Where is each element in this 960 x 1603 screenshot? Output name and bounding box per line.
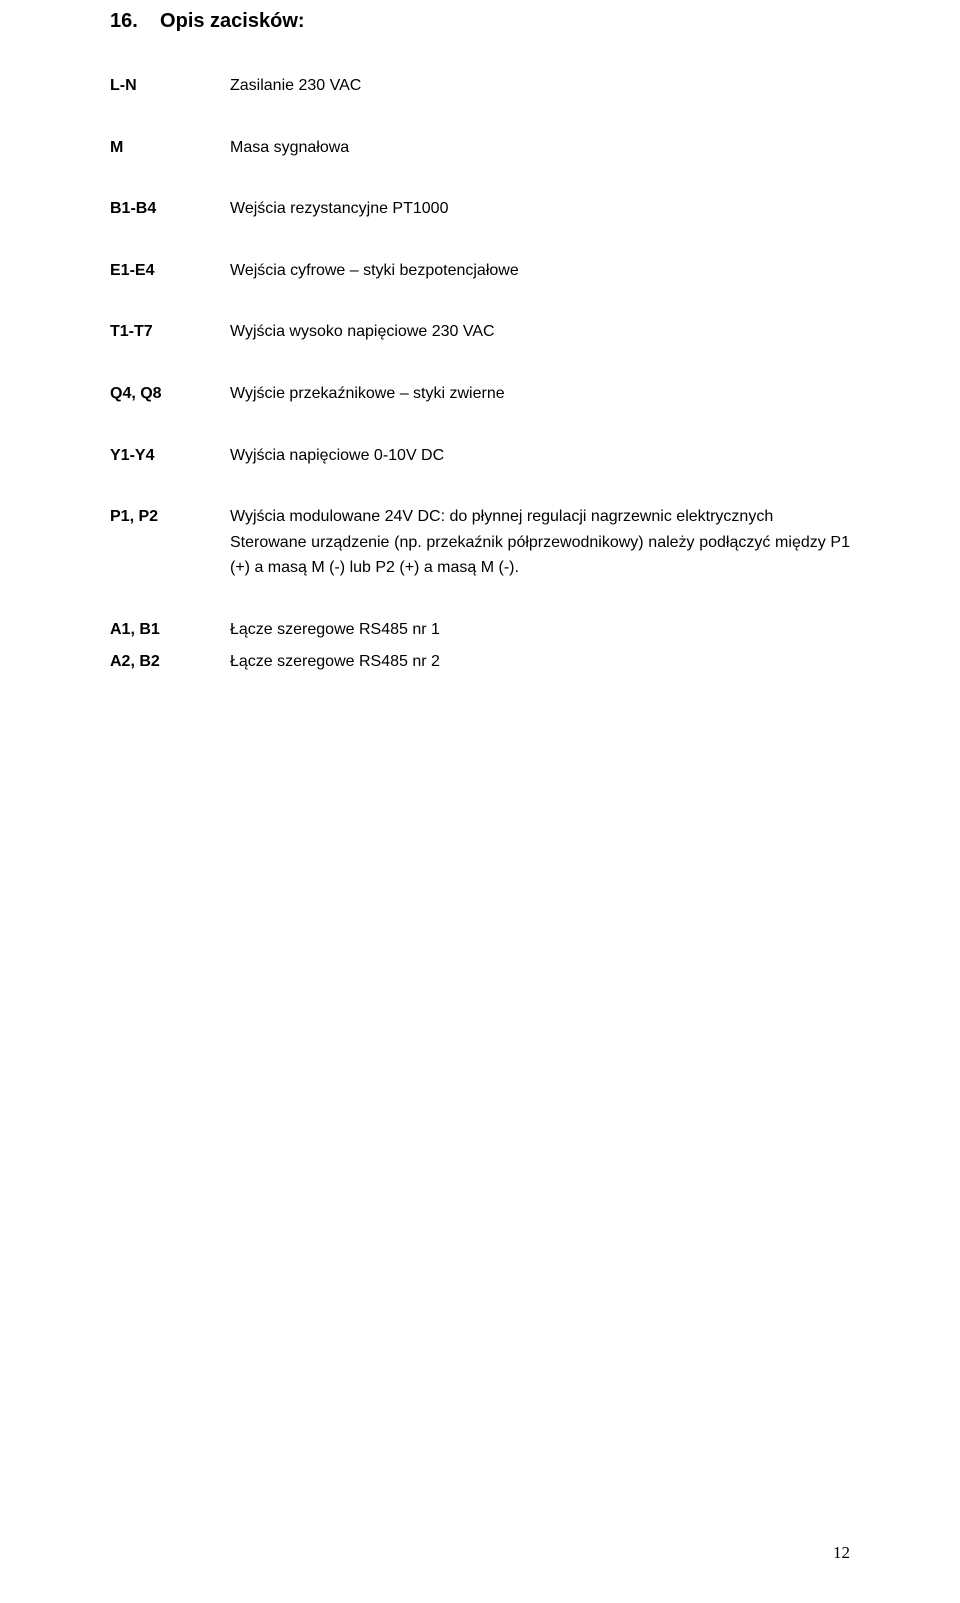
definition-row: L-N Zasilanie 230 VAC [110, 73, 850, 99]
description-line: Sterowane urządzenie (np. przekaźnik pół… [230, 530, 850, 581]
document-page: 16. Opis zacisków: L-N Zasilanie 230 VAC… [0, 10, 960, 1603]
definition-row: A1, B1 Łącze szeregowe RS485 nr 1 [110, 617, 850, 643]
description: Łącze szeregowe RS485 nr 2 [230, 649, 850, 675]
page-number: 12 [833, 1543, 850, 1563]
definition-row: B1-B4 Wejścia rezystancyjne PT1000 [110, 196, 850, 222]
definition-row: Q4, Q8 Wyjście przekaźnikowe – styki zwi… [110, 381, 850, 407]
description: Zasilanie 230 VAC [230, 73, 850, 99]
definition-row: M Masa sygnałowa [110, 135, 850, 161]
term: M [110, 135, 230, 161]
description-line: Wyjścia modulowane 24V DC: do płynnej re… [230, 504, 850, 530]
description: Wyjście przekaźnikowe – styki zwierne [230, 381, 850, 407]
definition-row: A2, B2 Łącze szeregowe RS485 nr 2 [110, 649, 850, 675]
term: P1, P2 [110, 504, 230, 530]
heading-number: 16. [110, 10, 138, 32]
term: A2, B2 [110, 649, 230, 675]
description: Wyjścia napięciowe 0-10V DC [230, 443, 850, 469]
description: Wyjścia modulowane 24V DC: do płynnej re… [230, 504, 850, 581]
description: Wejścia rezystancyjne PT1000 [230, 196, 850, 222]
term: Y1-Y4 [110, 443, 230, 469]
description: Masa sygnałowa [230, 135, 850, 161]
term: L-N [110, 73, 230, 99]
term: E1-E4 [110, 258, 230, 284]
description: Łącze szeregowe RS485 nr 1 [230, 617, 850, 643]
term: B1-B4 [110, 196, 230, 222]
description: Wyjścia wysoko napięciowe 230 VAC [230, 319, 850, 345]
definition-row: Y1-Y4 Wyjścia napięciowe 0-10V DC [110, 443, 850, 469]
section-heading: 16. Opis zacisków: [110, 10, 850, 33]
term: T1-T7 [110, 319, 230, 345]
heading-text: Opis zacisków: [160, 10, 305, 32]
definition-row: E1-E4 Wejścia cyfrowe – styki bezpotencj… [110, 258, 850, 284]
term: Q4, Q8 [110, 381, 230, 407]
description: Wejścia cyfrowe – styki bezpotencjałowe [230, 258, 850, 284]
definition-row: P1, P2 Wyjścia modulowane 24V DC: do pły… [110, 504, 850, 581]
term: A1, B1 [110, 617, 230, 643]
definition-row: T1-T7 Wyjścia wysoko napięciowe 230 VAC [110, 319, 850, 345]
